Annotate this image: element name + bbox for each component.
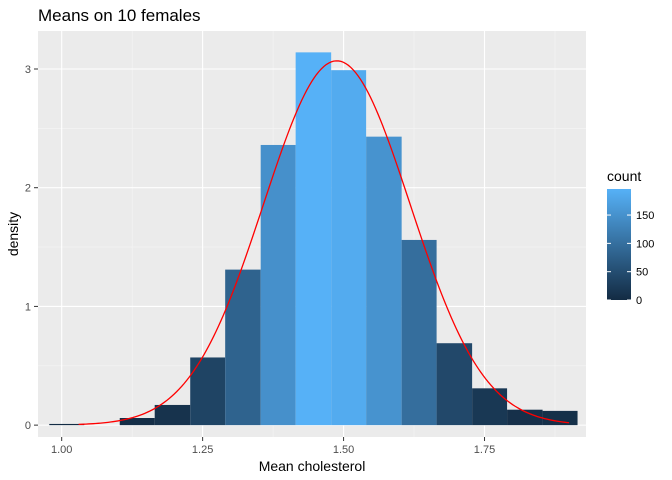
legend-tick-label: 150	[636, 210, 654, 222]
legend-title: count	[607, 168, 641, 184]
chart-title: Means on 10 females	[38, 6, 201, 25]
y-axis-title: density	[5, 212, 21, 256]
y-tick-label: 3	[25, 64, 31, 76]
histogram-bar	[542, 410, 578, 426]
y-tick-label: 2	[25, 183, 31, 195]
histogram-bar	[225, 269, 261, 426]
x-tick-label: 1.25	[192, 444, 213, 456]
x-axis: 1.00 1.25 1.50 1.75	[51, 437, 495, 456]
legend-tick-label: 50	[636, 267, 648, 279]
histogram-bar	[154, 404, 191, 426]
x-tick-label: 1.75	[474, 444, 495, 456]
histogram-bar	[49, 423, 85, 426]
count-legend: count 0 50 100 150	[607, 168, 654, 307]
histogram-bars	[49, 52, 578, 426]
histogram-bar	[295, 52, 332, 426]
legend-tick-label: 100	[636, 238, 654, 250]
x-tick-label: 1.50	[333, 444, 354, 456]
histogram-bar	[260, 144, 296, 426]
histogram-bar	[190, 357, 226, 426]
legend-tick-label: 0	[636, 295, 642, 307]
y-tick-label: 0	[25, 420, 31, 432]
x-tick-label: 1.00	[51, 444, 72, 456]
histogram-bar	[472, 388, 508, 426]
y-tick-label: 1	[25, 301, 31, 313]
histogram-bar	[436, 343, 473, 426]
histogram-bar	[366, 136, 402, 426]
histogram-bar	[507, 409, 543, 426]
histogram-bar	[331, 70, 367, 426]
x-axis-title: Mean cholesterol	[259, 458, 366, 474]
legend-colorbar	[607, 189, 631, 300]
histogram-bar	[401, 239, 437, 426]
normal-density-curve	[78, 60, 570, 426]
histogram-bar	[119, 418, 155, 426]
y-axis: 0 1 2 3	[25, 64, 38, 432]
